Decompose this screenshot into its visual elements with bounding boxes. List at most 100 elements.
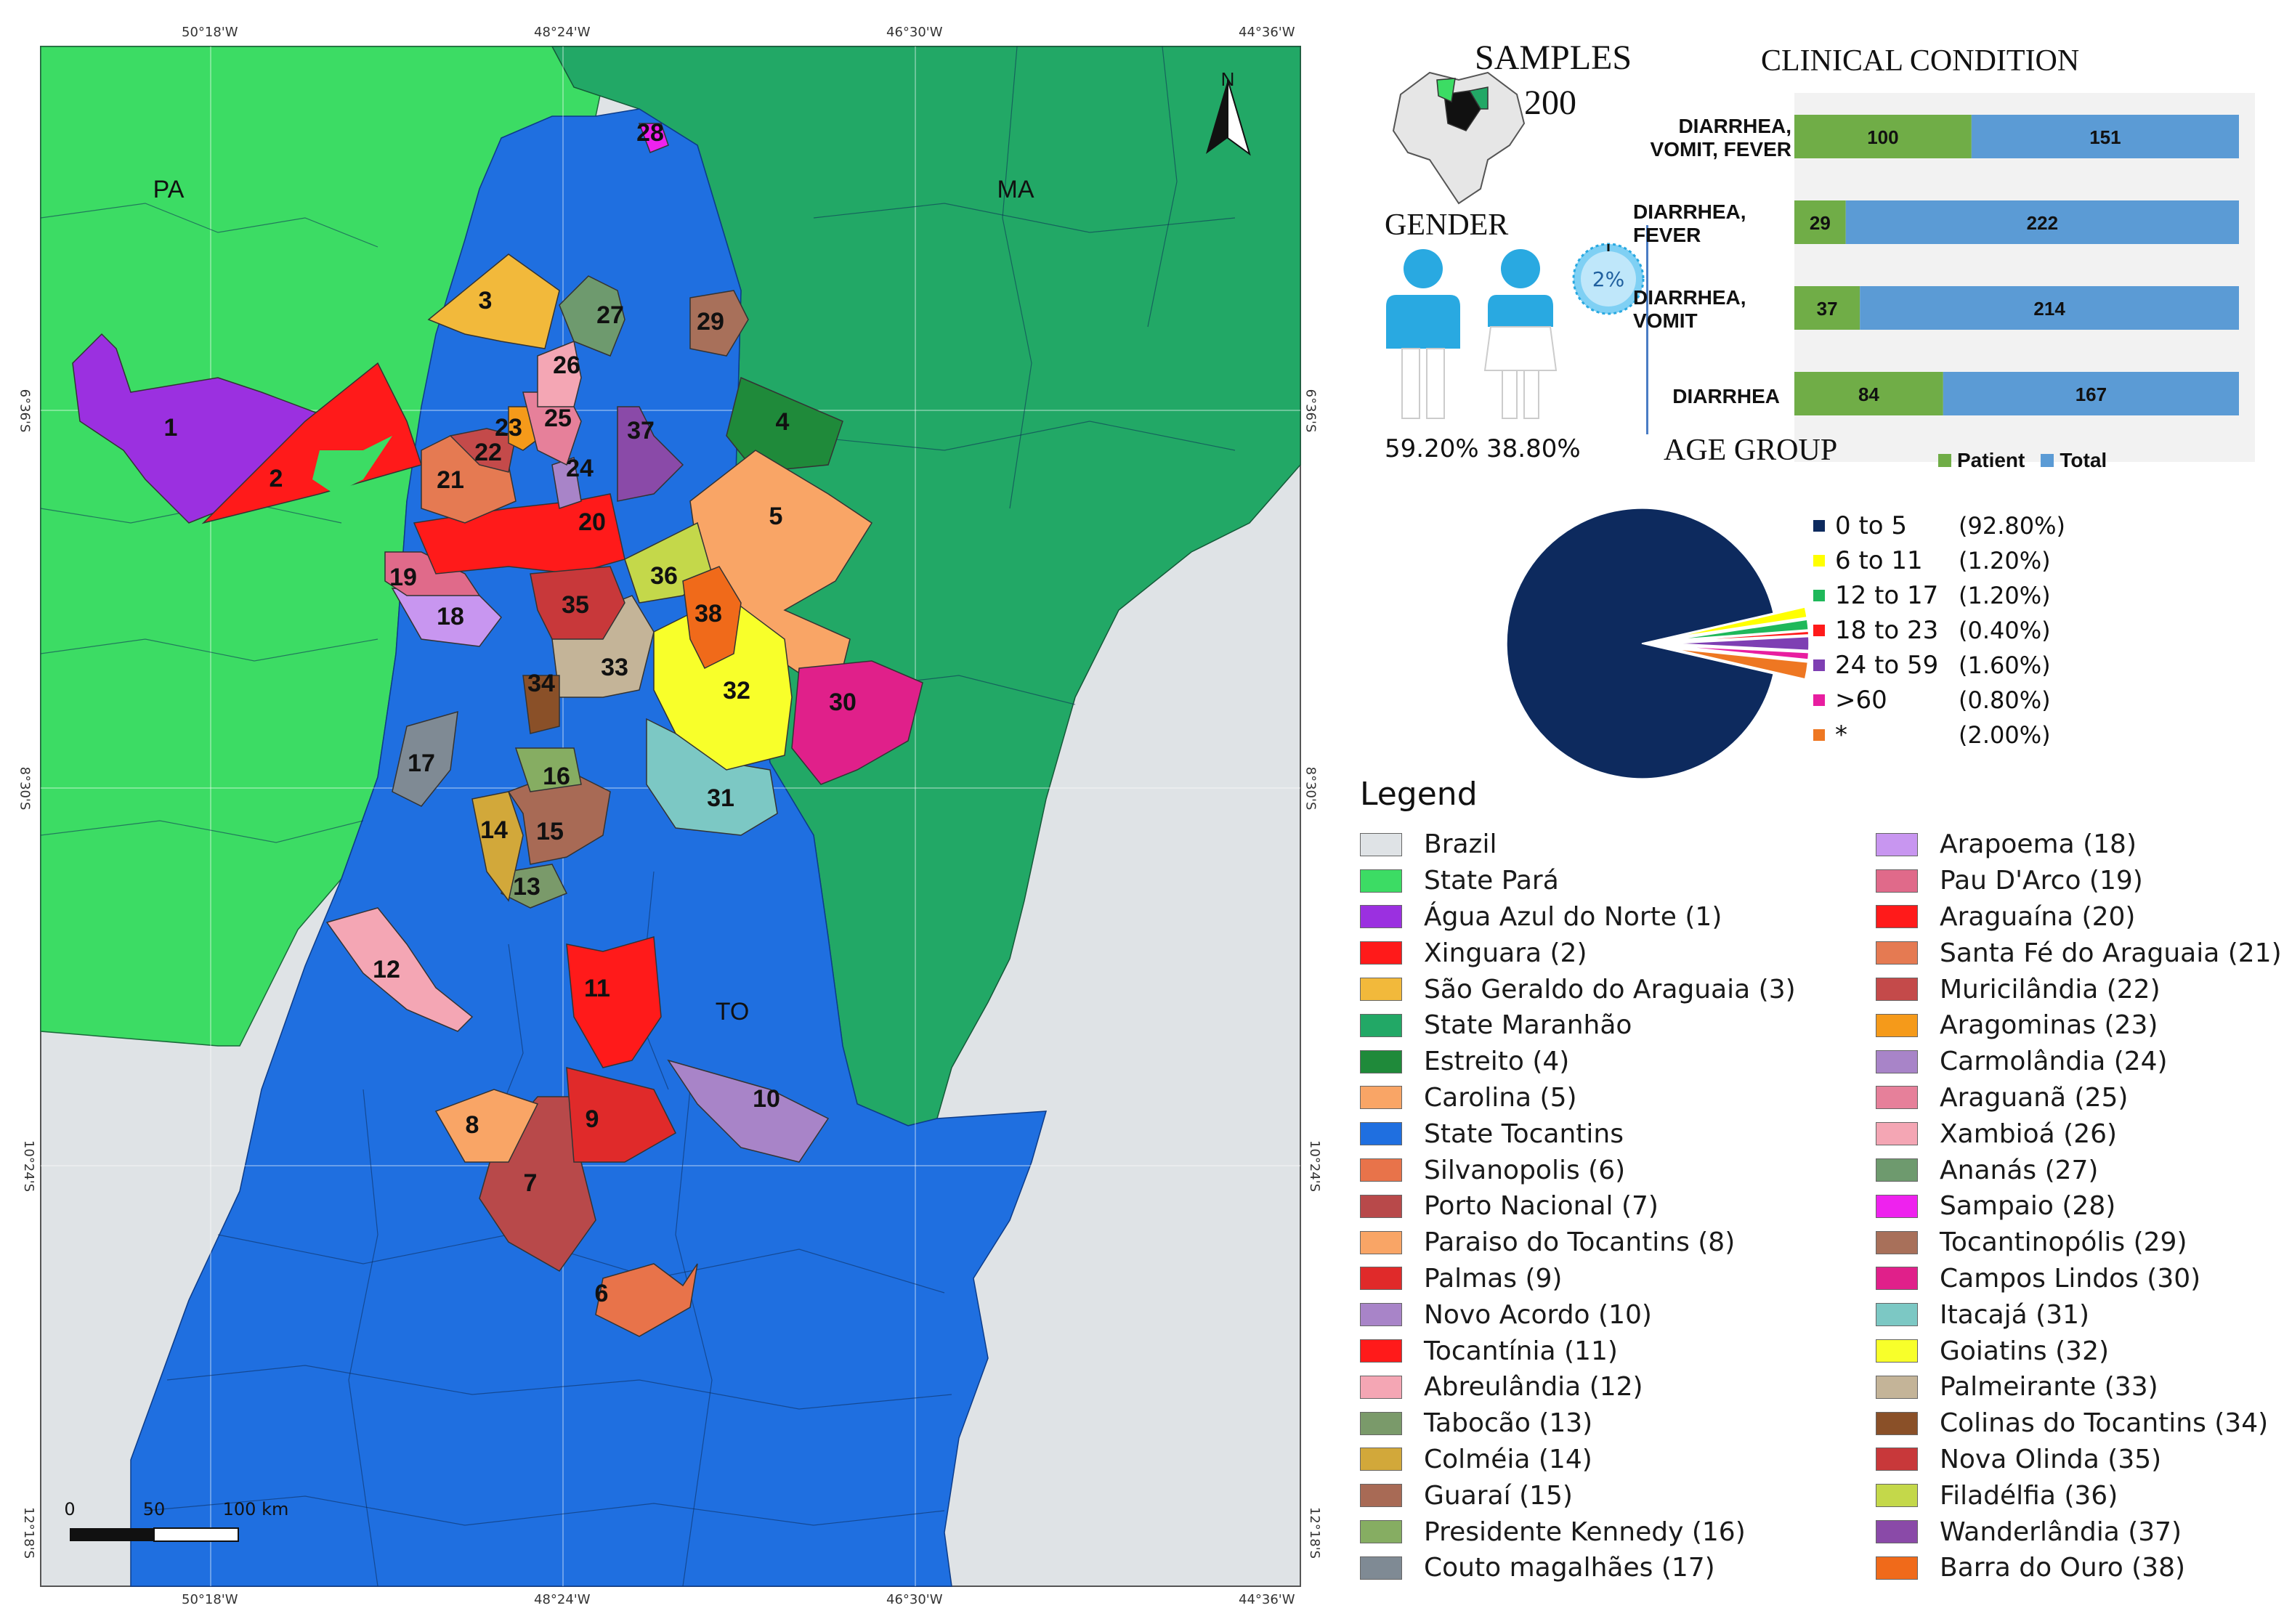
pie-legend-value: (2.00%) bbox=[1959, 721, 2051, 749]
legend-label: Carolina (5) bbox=[1424, 1082, 1577, 1113]
legend-item: Barra do Ouro (38) bbox=[1876, 1550, 2282, 1586]
legend-swatch bbox=[1360, 1411, 1402, 1435]
bar-label-dvf: DIARRHEA, VOMIT, FEVER bbox=[1650, 115, 1791, 161]
coord-top-2: 48°24'W bbox=[534, 25, 591, 40]
coord-right-2: 8°30'S bbox=[1303, 766, 1319, 811]
label-m3: 3 bbox=[479, 287, 493, 314]
other-gender-dial bbox=[1572, 243, 1645, 315]
pie-legend-swatch bbox=[1813, 625, 1825, 636]
legend-swatch bbox=[1876, 832, 1918, 856]
pie-legend-swatch bbox=[1813, 555, 1825, 567]
bar-total-3 bbox=[1943, 372, 2239, 415]
pie-legend-value: (0.80%) bbox=[1959, 686, 2051, 714]
pie-legend-value: (92.80%) bbox=[1959, 512, 2065, 540]
label-m7: 7 bbox=[524, 1169, 538, 1197]
samples-value: 200 bbox=[1524, 84, 1576, 122]
label-m23: 23 bbox=[495, 414, 522, 442]
legend-item: Água Azul do Norte (1) bbox=[1360, 899, 1796, 935]
municipality-12 bbox=[325, 907, 474, 1032]
legend-swatch bbox=[1876, 1448, 1918, 1471]
municipality-29 bbox=[689, 290, 749, 357]
bar-patient-2 bbox=[1794, 286, 1860, 330]
municipality-10 bbox=[667, 1059, 830, 1163]
pie-legend-item: >60 (0.80%) bbox=[1813, 683, 2065, 718]
legend-swatch bbox=[1360, 1303, 1402, 1327]
legend-column-2: Arapoema (18) Pau D'Arco (19) Araguaína (2… bbox=[1876, 827, 2282, 1586]
legend-label: Água Azul do Norte (1) bbox=[1424, 901, 1722, 932]
legend-label: Abreulândia (12) bbox=[1424, 1372, 1643, 1402]
legend-item: State Maranhão bbox=[1360, 1007, 1796, 1044]
legend-label: Silvanopolis (6) bbox=[1424, 1155, 1626, 1185]
legend-swatch bbox=[1876, 1267, 1918, 1291]
label-m12: 12 bbox=[373, 956, 400, 983]
pie-slice-0 bbox=[1506, 508, 1775, 779]
legend-label: Porto Nacional (7) bbox=[1424, 1191, 1659, 1222]
label-m36: 36 bbox=[650, 562, 678, 590]
legend-item: Goiatins (32) bbox=[1876, 1333, 2282, 1369]
legend-patient-swatch bbox=[1938, 454, 1951, 467]
legend-swatch bbox=[1360, 1086, 1402, 1110]
label-m19: 19 bbox=[389, 564, 417, 591]
legend-label: Palmas (9) bbox=[1424, 1263, 1563, 1294]
label-m24: 24 bbox=[566, 455, 594, 482]
bar-legend: Patient Total bbox=[1938, 449, 2107, 472]
legend-label: Estreito (4) bbox=[1424, 1047, 1570, 1077]
bar-label-d: DIARRHEA bbox=[1672, 385, 1780, 407]
bar-label-df: DIARRHEA, FEVER bbox=[1633, 200, 1746, 246]
bar-value-patient-3: 84 bbox=[1858, 383, 1879, 405]
male-icon bbox=[1386, 249, 1460, 419]
legend-label: Goiatins (32) bbox=[1940, 1336, 2110, 1366]
legend-item: Nova Olinda (35) bbox=[1876, 1442, 2282, 1478]
pie-slice-5 bbox=[1673, 645, 1809, 660]
bar-value-total-0: 151 bbox=[2089, 126, 2121, 148]
pie-legend-swatch bbox=[1813, 520, 1825, 532]
legend-label: Campos Lindos (30) bbox=[1940, 1263, 2201, 1294]
legend-swatch bbox=[1360, 1339, 1402, 1363]
label-m5: 5 bbox=[769, 503, 783, 530]
legend-item: State Tocantins bbox=[1360, 1116, 1796, 1152]
legend-swatch bbox=[1360, 1267, 1402, 1291]
pie-legend-swatch bbox=[1813, 590, 1825, 601]
municipality-37 bbox=[617, 406, 684, 502]
legend-swatch bbox=[1360, 1375, 1402, 1399]
legend-label: Ananás (27) bbox=[1940, 1155, 2099, 1185]
legend-label: Brazil bbox=[1424, 829, 1497, 860]
legend-item: Campos Lindos (30) bbox=[1876, 1261, 2282, 1297]
coord-right-4: 12°18'S bbox=[1307, 1506, 1323, 1559]
legend-label: Santa Fé do Araguaia (21) bbox=[1940, 938, 2282, 968]
legend-patient-label: Patient bbox=[1957, 449, 2025, 471]
municipality-30 bbox=[791, 660, 923, 785]
legend-item: Silvanopolis (6) bbox=[1360, 1152, 1796, 1188]
bar-patient-0 bbox=[1794, 115, 1972, 158]
legend-swatch bbox=[1360, 1230, 1402, 1254]
label-m32: 32 bbox=[723, 677, 750, 705]
coord-left-3: 10°24'S bbox=[21, 1140, 37, 1193]
label-m28: 28 bbox=[636, 119, 664, 147]
legend-item: Paraiso do Tocantins (8) bbox=[1360, 1225, 1796, 1261]
legend-label: Muricilândia (22) bbox=[1940, 974, 2161, 1004]
label-m35: 35 bbox=[562, 591, 589, 619]
legend-swatch bbox=[1876, 1049, 1918, 1073]
legend-swatch bbox=[1876, 1086, 1918, 1110]
other-gender-pct: 2% bbox=[1592, 267, 1625, 291]
coord-left-1: 6°36'S bbox=[17, 389, 33, 433]
legend-label: State Pará bbox=[1424, 866, 1559, 896]
map-panel: 1 2 3 4 5 6 7 8 9 10 11 12 13 14 15 16 1… bbox=[17, 25, 1323, 1607]
bar-total-1 bbox=[1845, 200, 2239, 244]
legend-item: São Geraldo do Araguaia (3) bbox=[1360, 971, 1796, 1007]
clinical-bar-chart: 100 151 29 222 37 214 84 167 bbox=[1794, 115, 2239, 415]
coord-top-3: 46°30'W bbox=[886, 25, 943, 40]
legend-label: Presidente Kennedy (16) bbox=[1424, 1517, 1746, 1547]
label-m20: 20 bbox=[578, 508, 606, 536]
north-arrow: N bbox=[1206, 68, 1251, 156]
legend-item: State Pará bbox=[1360, 863, 1796, 899]
municipality-19 bbox=[384, 551, 481, 596]
legend-label: Xambioá (26) bbox=[1940, 1118, 2118, 1149]
pie-legend-label: * bbox=[1835, 720, 1847, 750]
label-m13: 13 bbox=[513, 873, 540, 901]
legend-item: Santa Fé do Araguaia (21) bbox=[1876, 935, 2282, 971]
samples-title: SAMPLES bbox=[1475, 38, 1632, 77]
legend-swatch bbox=[1876, 1158, 1918, 1182]
municipality-26 bbox=[537, 340, 582, 407]
municipality-38 bbox=[682, 566, 742, 670]
